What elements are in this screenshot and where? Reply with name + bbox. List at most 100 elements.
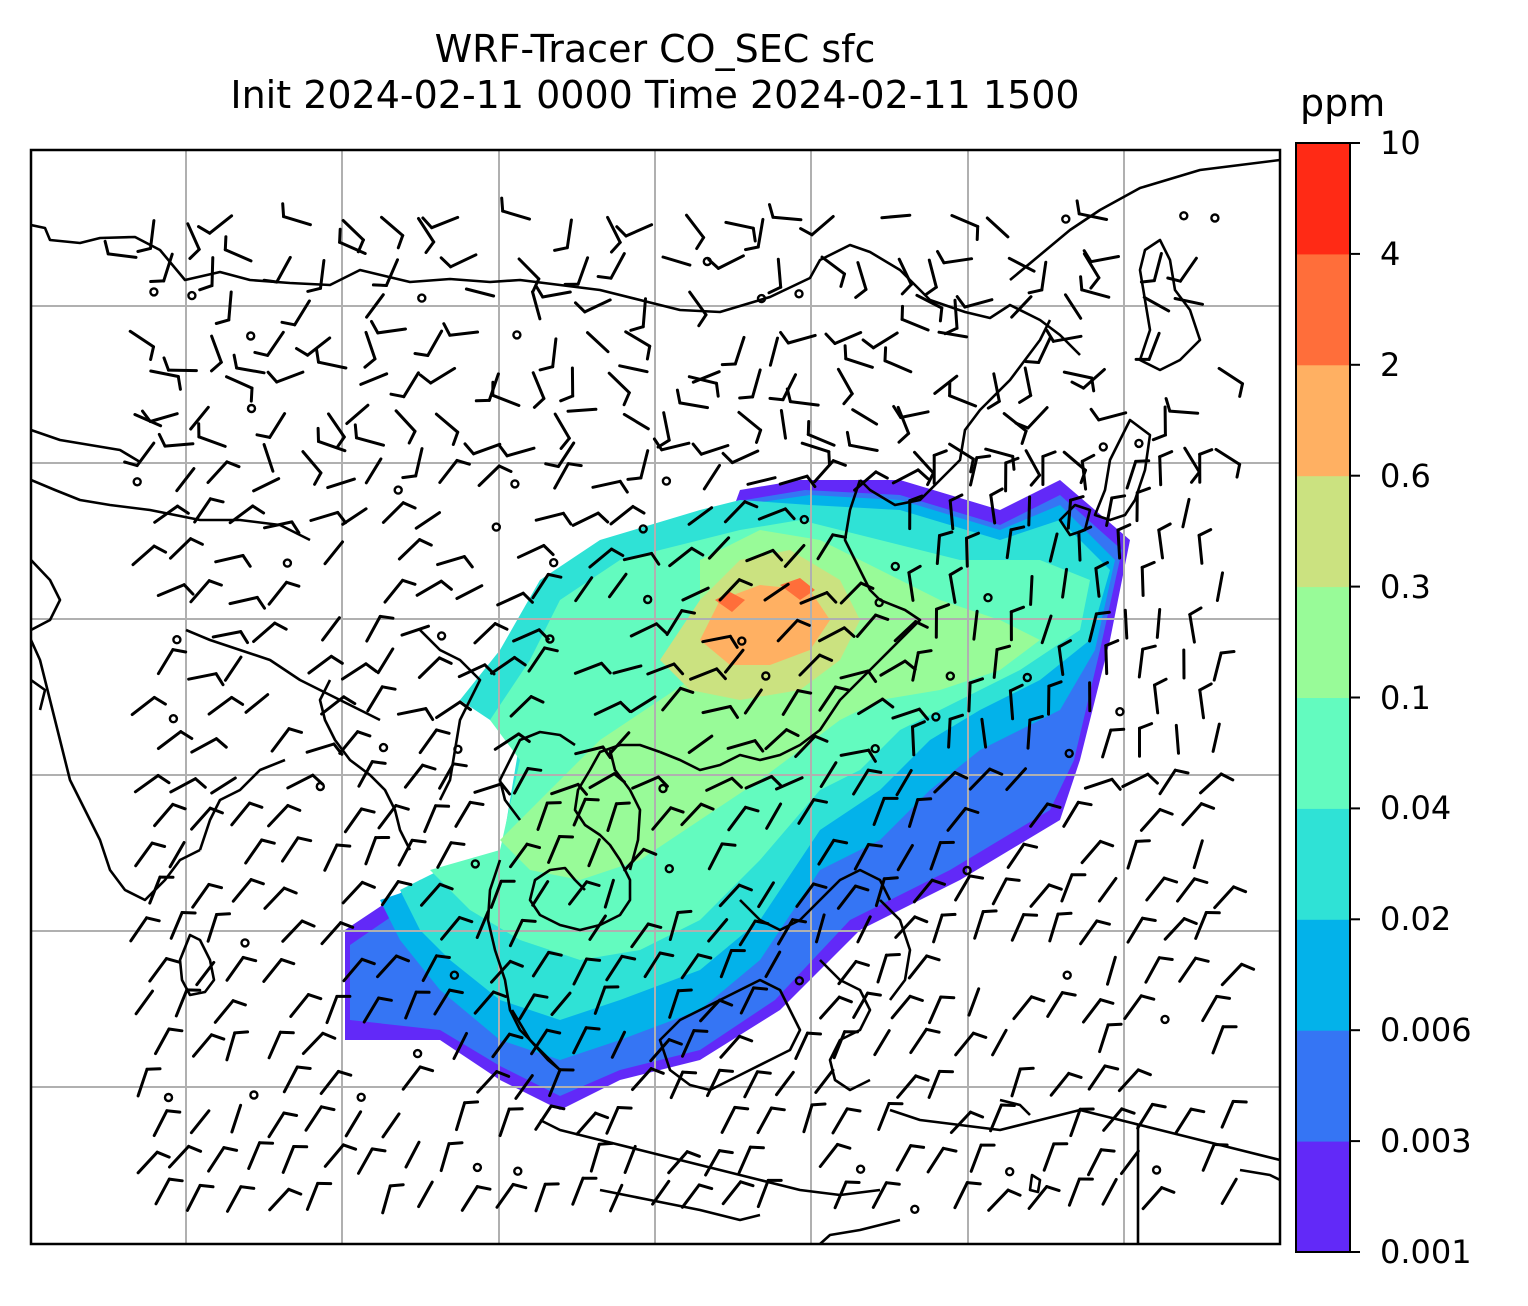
- wind-barb: [211, 630, 249, 645]
- wind-barb: [295, 336, 332, 357]
- wind-barb: [230, 1103, 243, 1134]
- wind-barb: [534, 511, 573, 526]
- calm-marker: [756, 293, 767, 304]
- wind-barb: [687, 734, 714, 754]
- wind-barb: [688, 290, 708, 328]
- wind-barb: [213, 999, 247, 1024]
- colorbar-tick-label: 0.006: [1380, 1011, 1472, 1050]
- calm-marker: [664, 864, 674, 874]
- calm-marker: [945, 671, 955, 681]
- wind-barb: [156, 583, 195, 597]
- wind-barb: [892, 405, 930, 419]
- wind-barb: [1123, 994, 1156, 1020]
- wind-barb: [1042, 1142, 1069, 1172]
- wind-barb: [508, 918, 537, 948]
- wind-barb: [186, 222, 201, 260]
- wind-barb: [1075, 199, 1109, 221]
- calm-marker: [512, 330, 522, 340]
- wind-barb: [342, 957, 376, 983]
- wind-barb: [491, 1032, 524, 1059]
- wind-barb: [720, 335, 746, 367]
- wind-barb: [1140, 560, 1156, 597]
- calm-marker: [658, 783, 668, 794]
- calm-marker: [510, 479, 520, 489]
- wind-barb: [152, 1109, 182, 1138]
- wind-barb: [433, 988, 464, 1016]
- wind-barb: [394, 409, 417, 445]
- wind-barb: [169, 537, 204, 560]
- wind-barb: [421, 954, 451, 982]
- colorbar-tick-label: 0.001: [1380, 1233, 1472, 1271]
- wind-barb: [1215, 571, 1224, 602]
- wind-barb: [1163, 917, 1198, 941]
- wind-barb: [891, 707, 930, 721]
- wind-barb: [681, 586, 710, 602]
- calm-marker: [1062, 970, 1072, 980]
- colorbar-tick-label: 0.02: [1380, 900, 1452, 939]
- wind-barb: [364, 457, 383, 485]
- calm-marker: [132, 477, 142, 487]
- wind-barb: [500, 196, 531, 221]
- colorbar-band: [1296, 364, 1350, 477]
- wind-barb: [839, 669, 878, 683]
- wind-barb: [548, 1068, 575, 1098]
- wind-barb: [1064, 293, 1083, 320]
- calm-marker: [393, 485, 403, 495]
- wind-barb: [681, 1029, 709, 1058]
- wind-barb: [1173, 297, 1204, 306]
- wind-barb: [593, 700, 632, 716]
- wind-barb: [720, 1105, 750, 1134]
- wind-barb: [624, 330, 652, 361]
- wind-barb: [818, 685, 850, 712]
- wind-barb: [377, 804, 410, 830]
- wind-barb: [187, 672, 225, 687]
- wind-barb: [573, 661, 612, 675]
- wind-barb: [965, 531, 980, 568]
- wind-barb: [434, 412, 460, 446]
- wind-barb: [987, 1188, 1022, 1212]
- wind-barb: [948, 442, 975, 474]
- wind-barb: [455, 1100, 480, 1132]
- wind-barb: [721, 449, 760, 465]
- wind-barb: [1181, 497, 1191, 529]
- wind-barb: [413, 329, 444, 357]
- wind-barb: [263, 886, 298, 910]
- wind-barb: [455, 584, 484, 600]
- wind-barb: [845, 430, 879, 452]
- wind-barb: [855, 613, 890, 638]
- wind-barb: [665, 609, 696, 636]
- wind-barb: [1024, 335, 1052, 364]
- wind-barb: [418, 366, 457, 385]
- wind-barb: [207, 695, 245, 716]
- wind-barb: [1029, 802, 1062, 828]
- wind-barb: [1135, 486, 1151, 523]
- calm-marker: [890, 561, 900, 572]
- wind-barb: [214, 290, 233, 325]
- wind-barb: [301, 450, 323, 486]
- wind-barb: [263, 520, 301, 535]
- calm-marker: [187, 290, 197, 301]
- wind-barb: [737, 1145, 765, 1175]
- wind-barb: [149, 252, 174, 283]
- wind-barb: [818, 626, 856, 643]
- wind-barb: [156, 648, 188, 676]
- wind-barb: [206, 912, 231, 943]
- calm-marker: [702, 256, 712, 267]
- wind-barb: [775, 776, 804, 791]
- wind-barb: [301, 1031, 337, 1055]
- wind-barb: [423, 804, 451, 834]
- calm-marker: [282, 558, 293, 568]
- wind-barb: [452, 1032, 468, 1060]
- wind-barb: [513, 767, 543, 795]
- calm-marker: [874, 597, 884, 608]
- wind-barb: [861, 331, 899, 350]
- wind-barb: [1106, 955, 1117, 986]
- wind-barb: [123, 441, 156, 468]
- wind-barb: [534, 1182, 560, 1213]
- colorbar-unit: ppm: [1300, 81, 1386, 125]
- wind-barb: [744, 775, 783, 790]
- wind-barb: [404, 1140, 421, 1169]
- wind-barb: [266, 370, 305, 384]
- wind-barb: [933, 374, 959, 395]
- wind-barb: [587, 838, 601, 868]
